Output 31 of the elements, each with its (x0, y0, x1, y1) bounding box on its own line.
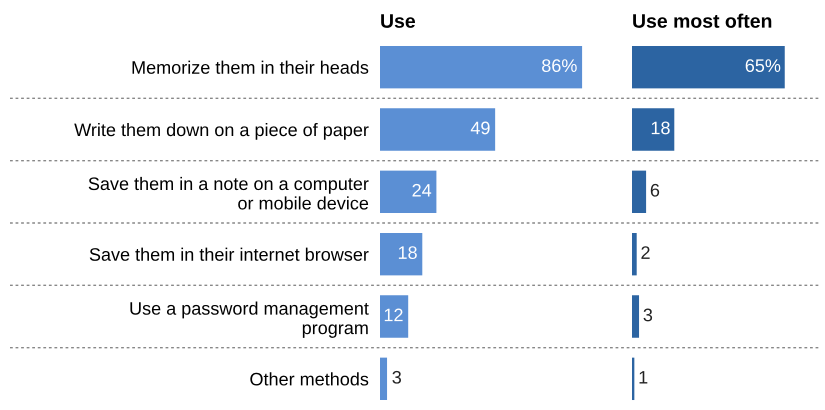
y-tick-label: Other methods (250, 372, 368, 386)
data-label: 12 (384, 308, 403, 322)
data-label: 24 (412, 184, 432, 196)
y-tick-label: Write them down on a piece of paper (74, 122, 369, 140)
data-label: 49 (470, 122, 490, 134)
bar (632, 232, 637, 276)
data-label: 3 (644, 308, 652, 322)
bar (632, 170, 646, 214)
data-label: 86% (542, 59, 577, 72)
bar (380, 46, 582, 88)
bar (632, 108, 674, 151)
chart-title: Use most often (633, 14, 772, 28)
chart-title: Use (381, 14, 416, 28)
bar (380, 295, 408, 338)
y-tick-label: Save them in their internet browser (90, 248, 369, 261)
data-label: 18 (652, 122, 670, 134)
data-label: 65% (746, 59, 780, 72)
bar (380, 170, 436, 214)
y-tick-label: Memorize them in their heads (132, 60, 368, 74)
bar (380, 232, 422, 276)
data-label: 1 (640, 371, 648, 384)
bar (632, 46, 785, 88)
bar (380, 108, 496, 151)
data-label: 18 (398, 246, 417, 260)
y-tick-label: Save them in a note on a computer or mobile device (88, 176, 369, 210)
bar (380, 358, 388, 400)
y-tick-label: Use a password management program (130, 302, 369, 338)
data-label: 6 (650, 184, 660, 197)
bar (632, 295, 640, 338)
data-label: 3 (392, 370, 401, 384)
data-label: 2 (641, 246, 650, 259)
